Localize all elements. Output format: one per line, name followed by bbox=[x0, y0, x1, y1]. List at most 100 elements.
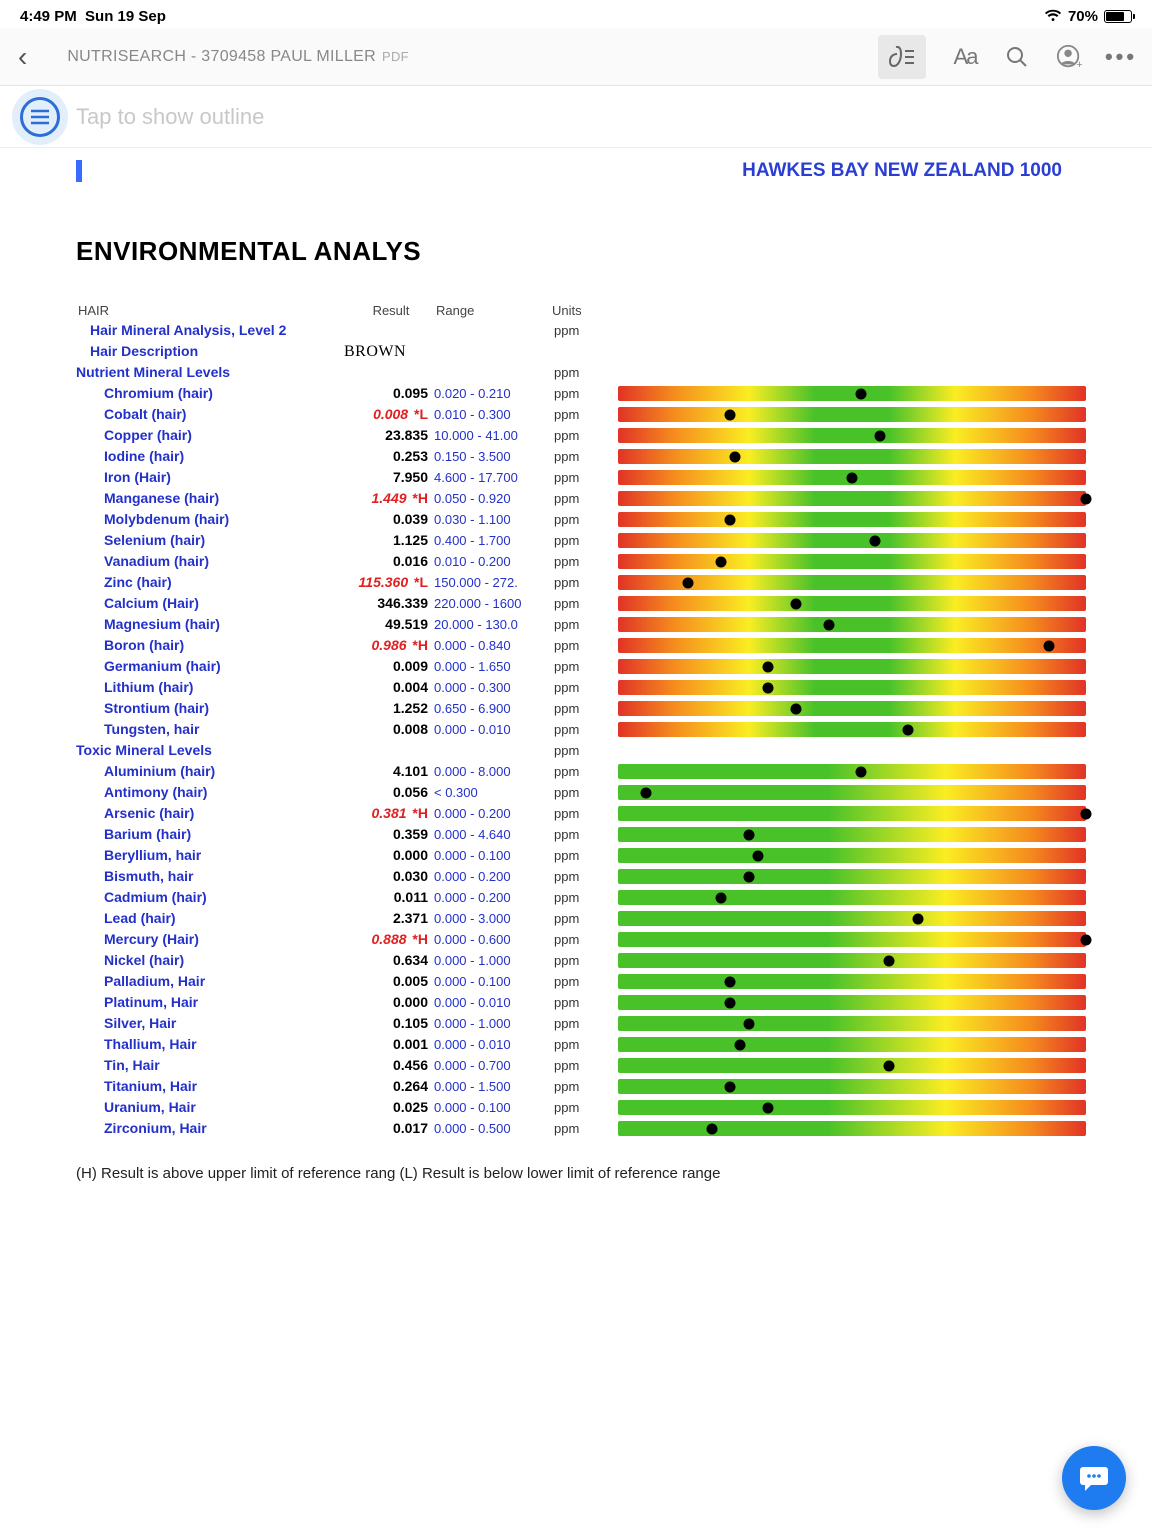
outline-bar[interactable]: Tap to show outline bbox=[0, 86, 1152, 148]
result-bar bbox=[608, 1037, 1092, 1052]
range-value: 0.400 - 1.700 bbox=[434, 530, 550, 551]
analyte-name: Calcium (Hair) bbox=[76, 593, 344, 614]
units-value: ppm bbox=[550, 425, 608, 446]
chat-button[interactable] bbox=[1062, 1446, 1126, 1510]
result-value: 0.030 bbox=[344, 866, 434, 887]
table-row: Strontium (hair)1.2520.650 - 6.900ppm bbox=[76, 698, 1092, 719]
range-value: 0.000 - 3.000 bbox=[434, 908, 550, 929]
search-icon[interactable] bbox=[1004, 44, 1030, 70]
range-value: 0.000 - 0.100 bbox=[434, 971, 550, 992]
table-row: Platinum, Hair0.0000.000 - 0.010ppm bbox=[76, 992, 1092, 1013]
analyte-name: Antimony (hair) bbox=[76, 782, 344, 803]
result-value: 0.008 *L bbox=[344, 404, 434, 425]
analyte-name: Uranium, Hair bbox=[76, 1097, 344, 1118]
result-bar bbox=[608, 827, 1092, 842]
table-row: Aluminium (hair)4.1010.000 - 8.000ppm bbox=[76, 761, 1092, 782]
result-value: 0.009 bbox=[344, 656, 434, 677]
analyte-name: Selenium (hair) bbox=[76, 530, 344, 551]
result-value: 7.950 bbox=[344, 467, 434, 488]
table-row: Iron (Hair)7.9504.600 - 17.700ppm bbox=[76, 467, 1092, 488]
range-value: 0.000 - 0.300 bbox=[434, 677, 550, 698]
table-row: Palladium, Hair0.0050.000 - 0.100ppm bbox=[76, 971, 1092, 992]
result-value: 0.008 bbox=[344, 719, 434, 740]
result-value: 0.095 bbox=[344, 383, 434, 404]
result-bar bbox=[608, 659, 1092, 674]
table-row: Antimony (hair)0.056< 0.300ppm bbox=[76, 782, 1092, 803]
analyte-name: Magnesium (hair) bbox=[76, 614, 344, 635]
ipad-status-bar: 4:49 PM Sun 19 Sep 70% bbox=[0, 0, 1152, 28]
more-icon[interactable]: ••• bbox=[1108, 44, 1134, 70]
analyte-name: Hair Mineral Analysis, Level 2 bbox=[76, 320, 344, 341]
units-value: ppm bbox=[550, 656, 608, 677]
app-toolbar: ‹ NUTRISEARCH - 3709458 PAUL MILLERPDF A… bbox=[0, 28, 1152, 86]
range-value: 0.000 - 0.010 bbox=[434, 719, 550, 740]
result-bar bbox=[608, 575, 1092, 590]
location-text: HAWKES BAY NEW ZEALAND 1000 bbox=[742, 160, 1092, 182]
result-value: 0.105 bbox=[344, 1013, 434, 1034]
result-value: 1.449 *H bbox=[344, 488, 434, 509]
result-value: 4.101 bbox=[344, 761, 434, 782]
result-bar bbox=[608, 1100, 1092, 1115]
units-value: ppm bbox=[550, 467, 608, 488]
analyte-name: Palladium, Hair bbox=[76, 971, 344, 992]
result-bar bbox=[608, 785, 1092, 800]
range-value: 0.000 - 0.200 bbox=[434, 887, 550, 908]
status-date: Sun 19 Sep bbox=[85, 8, 166, 25]
table-row: Lithium (hair)0.0040.000 - 0.300ppm bbox=[76, 677, 1092, 698]
result-bar bbox=[608, 470, 1092, 485]
range-value: 0.050 - 0.920 bbox=[434, 488, 550, 509]
units-value: ppm bbox=[550, 887, 608, 908]
units-value: ppm bbox=[550, 530, 608, 551]
analyte-name: Silver, Hair bbox=[76, 1013, 344, 1034]
table-row: Germanium (hair)0.0090.000 - 1.650ppm bbox=[76, 656, 1092, 677]
units-value: ppm bbox=[550, 803, 608, 824]
result-value: 2.371 bbox=[344, 908, 434, 929]
result-bar bbox=[608, 512, 1092, 527]
units-value: ppm bbox=[550, 824, 608, 845]
units-value: ppm bbox=[550, 761, 608, 782]
font-size-icon[interactable]: Aa bbox=[952, 44, 978, 70]
table-row: Copper (hair)23.83510.000 - 41.00ppm bbox=[76, 425, 1092, 446]
analyte-name: Manganese (hair) bbox=[76, 488, 344, 509]
result-value: 0.359 bbox=[344, 824, 434, 845]
battery-percent: 70% bbox=[1068, 8, 1098, 25]
analyte-name: Molybdenum (hair) bbox=[76, 509, 344, 530]
range-value: 0.000 - 4.640 bbox=[434, 824, 550, 845]
result-value: 115.360 *L bbox=[344, 572, 434, 593]
reader-mode-icon[interactable] bbox=[878, 35, 926, 79]
back-button[interactable]: ‹ bbox=[18, 41, 27, 73]
result-value: 23.835 bbox=[344, 425, 434, 446]
units-value: ppm bbox=[550, 1013, 608, 1034]
table-row: Nickel (hair)0.6340.000 - 1.000ppm bbox=[76, 950, 1092, 971]
table-row: Zinc (hair)115.360 *L150.000 - 272.ppm bbox=[76, 572, 1092, 593]
result-bar bbox=[608, 617, 1092, 632]
units-value: ppm bbox=[550, 971, 608, 992]
units-value: ppm bbox=[550, 929, 608, 950]
units-value: ppm bbox=[550, 845, 608, 866]
result-value: 346.339 bbox=[344, 593, 434, 614]
units-value: ppm bbox=[550, 488, 608, 509]
result-bar bbox=[608, 407, 1092, 422]
profile-add-icon[interactable]: + bbox=[1056, 44, 1082, 70]
range-value: 0.000 - 1.650 bbox=[434, 656, 550, 677]
units-value: ppm bbox=[550, 740, 608, 761]
analyte-name: Barium (hair) bbox=[76, 824, 344, 845]
analyte-name: Germanium (hair) bbox=[76, 656, 344, 677]
analyte-name: Thallium, Hair bbox=[76, 1034, 344, 1055]
result-value: 0.001 bbox=[344, 1034, 434, 1055]
units-value: ppm bbox=[550, 1118, 608, 1139]
result-bar bbox=[608, 533, 1092, 548]
analyte-name: Vanadium (hair) bbox=[76, 551, 344, 572]
table-row: Cadmium (hair)0.0110.000 - 0.200ppm bbox=[76, 887, 1092, 908]
table-row: Titanium, Hair0.2640.000 - 1.500ppm bbox=[76, 1076, 1092, 1097]
analyte-name: Tungsten, hair bbox=[76, 719, 344, 740]
outline-hint: Tap to show outline bbox=[76, 104, 264, 130]
table-row: Barium (hair)0.3590.000 - 4.640ppm bbox=[76, 824, 1092, 845]
table-row: Manganese (hair)1.449 *H0.050 - 0.920ppm bbox=[76, 488, 1092, 509]
analyte-name: Nutrient Mineral Levels bbox=[76, 362, 344, 383]
units-value: ppm bbox=[550, 992, 608, 1013]
analyte-name: Platinum, Hair bbox=[76, 992, 344, 1013]
result-value: 0.000 bbox=[344, 992, 434, 1013]
result-bar bbox=[608, 911, 1092, 926]
table-row: Uranium, Hair0.0250.000 - 0.100ppm bbox=[76, 1097, 1092, 1118]
